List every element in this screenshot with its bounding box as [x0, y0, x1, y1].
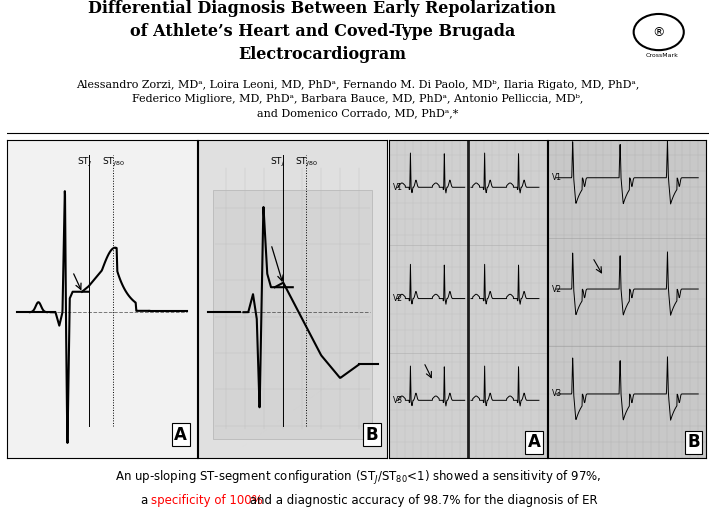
Text: V3: V3	[393, 396, 403, 405]
Text: V2: V2	[393, 294, 403, 303]
Text: CrossMark: CrossMark	[646, 53, 679, 58]
Text: ST$_J$: ST$_J$	[270, 156, 285, 169]
Bar	[213, 190, 372, 439]
Text: A: A	[174, 426, 187, 444]
Text: and a diagnostic accuracy of 98.7% for the diagnosis of ER: and a diagnostic accuracy of 98.7% for t…	[246, 494, 598, 507]
Text: Alessandro Zorzi, MDᵃ, Loira Leoni, MD, PhDᵃ, Fernando M. Di Paolo, MDᵇ, Ilaria : Alessandro Zorzi, MDᵃ, Loira Leoni, MD, …	[77, 80, 639, 118]
Text: V1: V1	[552, 173, 562, 183]
Text: B: B	[365, 426, 378, 444]
Text: A: A	[528, 433, 541, 451]
Text: An up-sloping ST-segment configuration (ST$_J$/ST$_{80}$<1) showed a sensitivity: An up-sloping ST-segment configuration (…	[115, 469, 601, 487]
Text: specificity of 100%: specificity of 100%	[152, 494, 263, 507]
Text: ®: ®	[652, 25, 665, 39]
Text: V3: V3	[552, 389, 562, 399]
Text: ST$_J$: ST$_J$	[77, 156, 92, 169]
Text: ST$_{J80}$: ST$_{J80}$	[295, 156, 317, 169]
Text: a: a	[142, 494, 153, 507]
Text: ST$_{J80}$: ST$_{J80}$	[102, 156, 125, 169]
Text: V2: V2	[552, 284, 562, 294]
Text: Differential Diagnosis Between Early Repolarization
of Athlete’s Heart and Coved: Differential Diagnosis Between Early Rep…	[88, 0, 556, 63]
Text: V1: V1	[393, 183, 403, 192]
Text: B: B	[687, 433, 700, 451]
